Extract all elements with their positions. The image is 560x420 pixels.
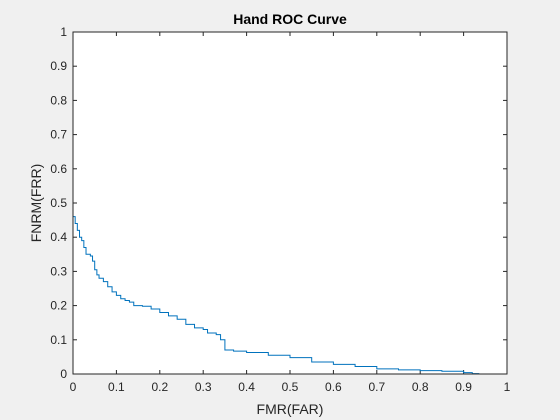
x-tick-label: 0.8 — [412, 380, 429, 394]
chart-title: Hand ROC Curve — [233, 11, 347, 27]
y-axis-label: FNRM(FRR) — [28, 164, 44, 243]
y-tick-label: 0.7 — [50, 128, 67, 142]
y-tick-label: 1 — [60, 25, 67, 39]
y-tick-label: 0 — [60, 367, 67, 381]
x-tick-label: 0.2 — [151, 380, 168, 394]
x-tick-label: 0.6 — [325, 380, 342, 394]
x-tick-label: 0.5 — [282, 380, 299, 394]
x-tick-label: 1 — [504, 380, 511, 394]
x-axis-label: FMR(FAR) — [257, 401, 324, 417]
x-tick-label: 0 — [70, 380, 77, 394]
y-tick-label: 0.1 — [50, 333, 67, 347]
plot-area — [73, 32, 507, 374]
tick-labels: 0 0.1 0.2 0.3 0.4 0.5 0.6 0.7 0.8 0.9 1 0 0.1 0.2 0.3 0… — [50, 25, 510, 394]
x-tick-label: 0.9 — [455, 380, 472, 394]
roc-line — [72, 32, 507, 375]
x-tick-label: 0.1 — [108, 380, 125, 394]
y-tick-label: 0.3 — [50, 264, 67, 278]
y-tick-label: 0.2 — [50, 299, 67, 313]
y-tick-label: 0.8 — [50, 93, 67, 107]
x-tick-label: 0.3 — [195, 380, 212, 394]
y-tick-label: 0.4 — [50, 230, 67, 244]
y-tick-label: 0.6 — [50, 162, 67, 176]
y-tick-label: 0.9 — [50, 59, 67, 73]
x-tick-label: 0.7 — [368, 380, 385, 394]
plot-frame — [72, 31, 508, 375]
x-tick-label: 0.4 — [238, 380, 255, 394]
y-tick-label: 0.5 — [50, 196, 67, 210]
